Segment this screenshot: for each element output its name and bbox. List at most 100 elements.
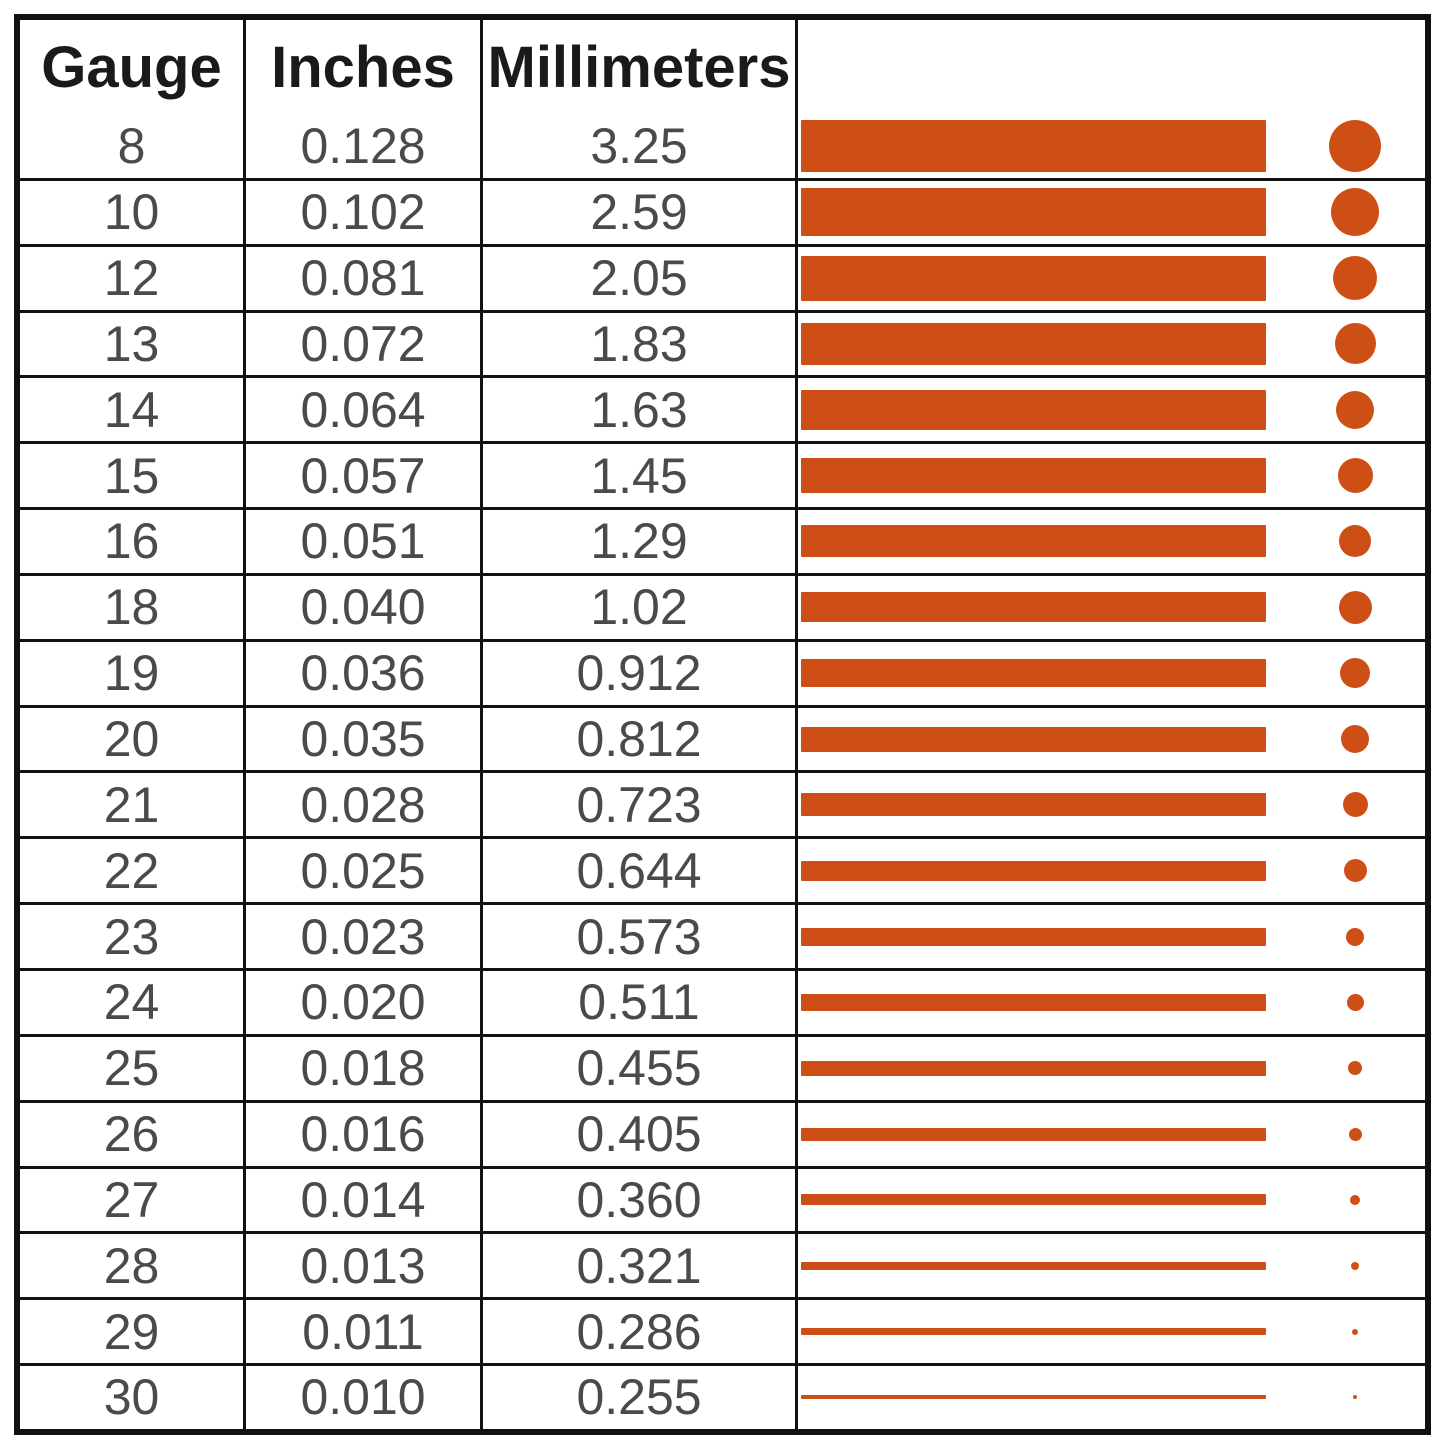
wire-dot-zone bbox=[1285, 576, 1425, 639]
inches-value: 0.040 bbox=[243, 575, 480, 639]
wire-diameter-dot bbox=[1337, 458, 1373, 494]
gauge-value: 13 bbox=[103, 315, 160, 372]
wire-diameter-dot bbox=[1329, 120, 1381, 173]
wire-thickness-bar bbox=[801, 1194, 1266, 1206]
wire-dot-zone bbox=[1285, 1169, 1425, 1232]
table-row: 27 0.014 0.360 bbox=[20, 1165, 1425, 1232]
wire-dot-zone bbox=[1285, 708, 1425, 771]
wire-dot-zone bbox=[1285, 1234, 1425, 1297]
millimeters-value: 0.360 bbox=[480, 1168, 795, 1232]
table-row: 14 0.064 1.63 bbox=[20, 375, 1425, 442]
gauge-table: Gauge Inches Millimeters 8 0.128 3.25 10 0.1… bbox=[14, 14, 1431, 1435]
inches-value: 0.057 bbox=[243, 444, 480, 508]
millimeters-value: 0.255 bbox=[480, 1366, 795, 1429]
gauge-value: 23 bbox=[103, 908, 160, 965]
inches-value: 0.023 bbox=[243, 905, 480, 968]
wire-visual bbox=[795, 444, 1425, 508]
inches-value: 0.028 bbox=[243, 773, 480, 837]
wire-diameter-dot bbox=[1333, 256, 1377, 301]
inches-value: 0.051 bbox=[243, 510, 480, 573]
table-row: 29 0.011 0.286 bbox=[20, 1297, 1425, 1364]
wire-dot-zone bbox=[1285, 839, 1425, 902]
wire-visual bbox=[795, 1102, 1425, 1166]
inches-value: 0.081 bbox=[243, 246, 480, 310]
wire-dot-zone bbox=[1285, 313, 1425, 376]
inches-value: 0.025 bbox=[243, 839, 480, 903]
millimeters-value: 3.25 bbox=[480, 115, 795, 178]
table-row: 23 0.023 0.573 bbox=[20, 902, 1425, 968]
table-row: 8 0.128 3.25 bbox=[20, 115, 1425, 178]
wire-diameter-dot bbox=[1343, 859, 1367, 883]
wire-visual bbox=[795, 246, 1425, 310]
wire-thickness-bar bbox=[801, 1060, 1266, 1076]
millimeters-value: 1.02 bbox=[480, 575, 795, 639]
gauge-value: 25 bbox=[103, 1040, 160, 1097]
wire-diameter-dot bbox=[1348, 1061, 1362, 1076]
wire-thickness-bar bbox=[801, 659, 1266, 688]
table-row: 20 0.035 0.812 bbox=[20, 704, 1425, 771]
millimeters-value: 0.912 bbox=[480, 641, 795, 705]
millimeters-value: 0.812 bbox=[480, 707, 795, 771]
wire-visual bbox=[795, 510, 1425, 573]
millimeters-value: 1.63 bbox=[480, 378, 795, 442]
inches-value: 0.018 bbox=[243, 1036, 480, 1100]
gauge-value: 21 bbox=[103, 776, 160, 833]
table-row: 19 0.036 0.912 bbox=[20, 638, 1425, 705]
header-millimeters: Millimeters bbox=[480, 20, 795, 115]
inches-value: 0.011 bbox=[243, 1300, 480, 1364]
wire-thickness-bar bbox=[801, 389, 1266, 430]
millimeters-value: 0.321 bbox=[480, 1234, 795, 1298]
table-row: 21 0.028 0.723 bbox=[20, 770, 1425, 837]
wire-dot-zone bbox=[1285, 971, 1425, 1034]
millimeters-value: 0.573 bbox=[480, 905, 795, 968]
wire-diameter-dot bbox=[1346, 993, 1364, 1011]
inches-value: 0.072 bbox=[243, 312, 480, 376]
inches-value: 0.020 bbox=[243, 970, 480, 1034]
wire-visual bbox=[795, 575, 1425, 639]
millimeters-value: 2.59 bbox=[480, 180, 795, 244]
wire-visual bbox=[795, 115, 1425, 178]
table-row: 22 0.025 0.644 bbox=[20, 836, 1425, 903]
wire-thickness-bar bbox=[801, 1261, 1266, 1270]
inches-value: 0.016 bbox=[243, 1102, 480, 1166]
wire-visual bbox=[795, 641, 1425, 705]
wire-dot-zone bbox=[1285, 642, 1425, 705]
table-row: 15 0.057 1.45 bbox=[20, 441, 1425, 508]
gauge-value: 27 bbox=[103, 1171, 160, 1228]
gauge-value: 10 bbox=[103, 184, 160, 241]
wire-dot-zone bbox=[1285, 115, 1425, 178]
wire-thickness-bar bbox=[801, 726, 1266, 752]
wire-dot-zone bbox=[1285, 1366, 1425, 1429]
wire-diameter-dot bbox=[1353, 1395, 1357, 1400]
millimeters-value: 2.05 bbox=[480, 246, 795, 310]
table-row: 10 0.102 2.59 bbox=[20, 177, 1425, 244]
millimeters-value: 0.405 bbox=[480, 1102, 795, 1166]
wire-diameter-dot bbox=[1342, 792, 1368, 818]
millimeters-value: 0.511 bbox=[480, 970, 795, 1034]
wire-thickness-bar bbox=[801, 525, 1266, 558]
wire-visual bbox=[795, 839, 1425, 903]
millimeters-value: 0.286 bbox=[480, 1300, 795, 1364]
header-inches: Inches bbox=[243, 20, 480, 115]
wire-dot-zone bbox=[1285, 773, 1425, 836]
millimeters-value: 1.45 bbox=[480, 444, 795, 508]
wire-dot-zone bbox=[1285, 181, 1425, 244]
wire-visual bbox=[795, 1168, 1425, 1232]
wire-thickness-bar bbox=[801, 860, 1266, 881]
table-row: 25 0.018 0.455 bbox=[20, 1033, 1425, 1100]
gauge-value: 19 bbox=[103, 645, 160, 702]
wire-dot-zone bbox=[1285, 444, 1425, 507]
table-row: 18 0.040 1.02 bbox=[20, 572, 1425, 639]
wire-diameter-dot bbox=[1346, 927, 1364, 946]
table-row: 16 0.051 1.29 bbox=[20, 507, 1425, 573]
wire-dot-zone bbox=[1285, 1037, 1425, 1100]
wire-thickness-bar bbox=[801, 1127, 1266, 1141]
wire-thickness-bar bbox=[801, 927, 1266, 946]
wire-thickness-bar bbox=[801, 188, 1266, 237]
wire-diameter-dot bbox=[1336, 390, 1374, 429]
wire-diameter-dot bbox=[1348, 1127, 1362, 1141]
inches-value: 0.128 bbox=[243, 115, 480, 178]
inches-value: 0.013 bbox=[243, 1234, 480, 1298]
wire-diameter-dot bbox=[1339, 525, 1371, 558]
millimeters-value: 0.455 bbox=[480, 1036, 795, 1100]
